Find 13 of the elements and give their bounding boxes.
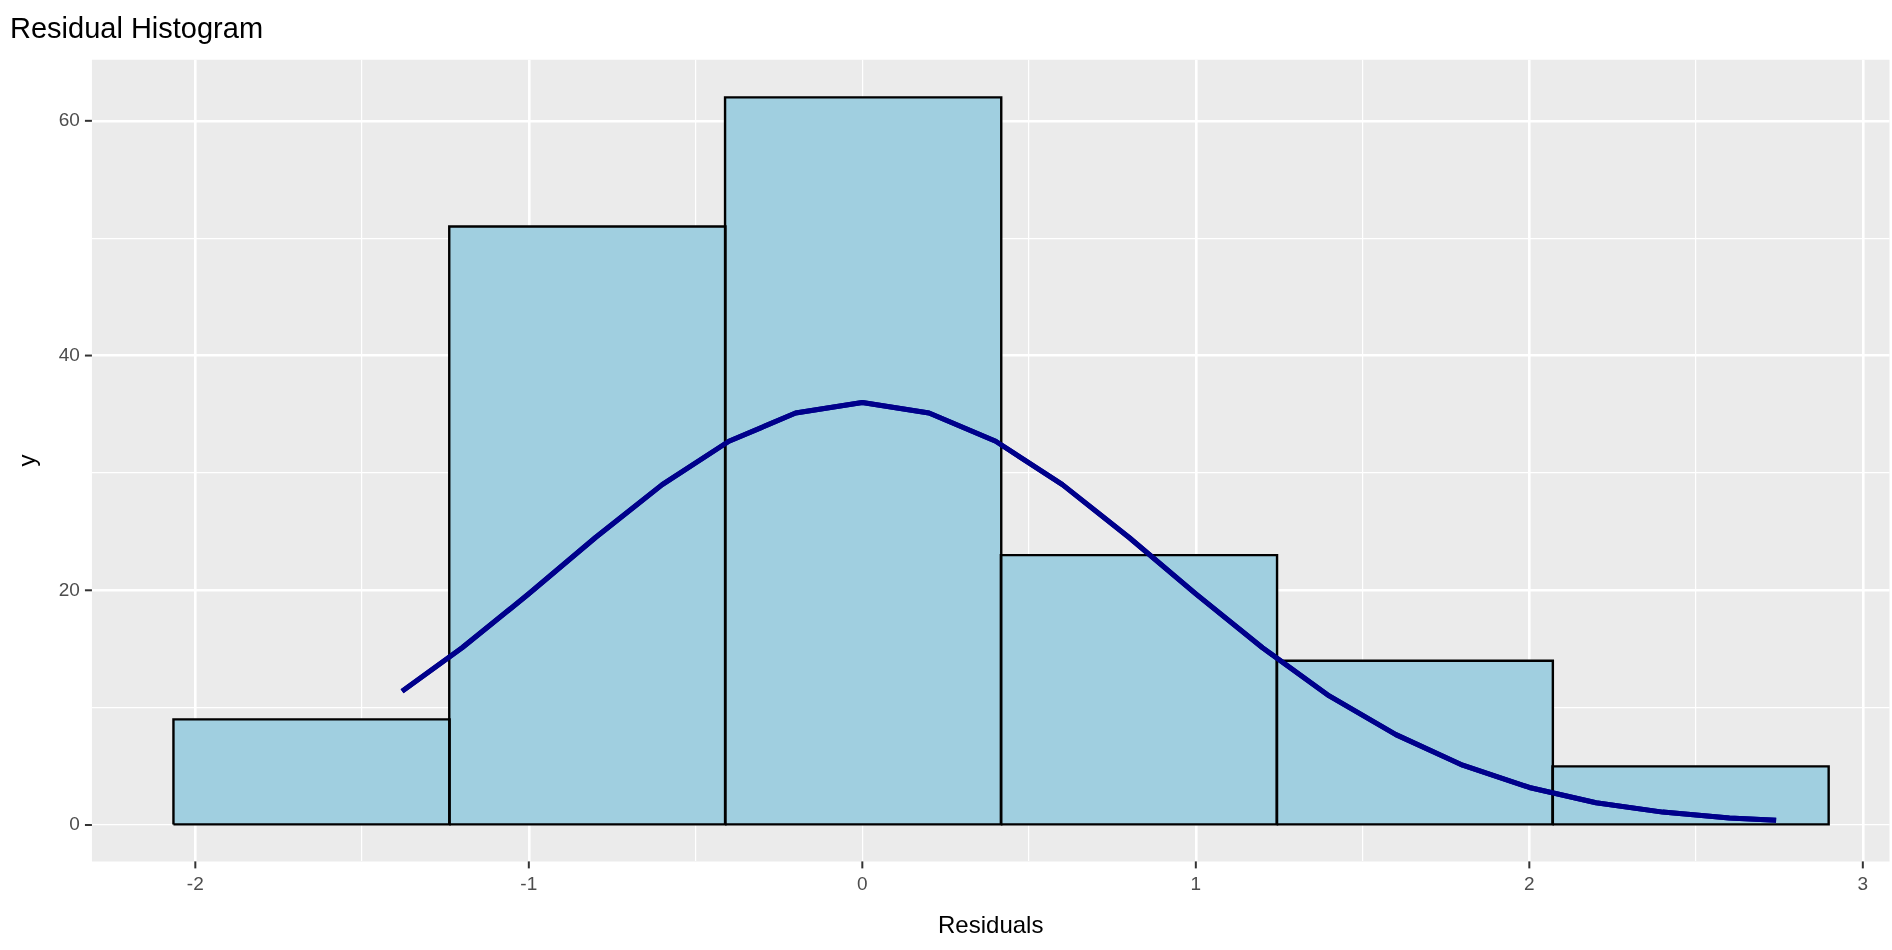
x-tick-label: 0 (857, 873, 868, 895)
x-tick-label: -2 (186, 873, 204, 895)
x-axis-title: Residuals (938, 911, 1044, 939)
chart-title: Residual Histogram (10, 12, 264, 45)
y-tick-label: 60 (58, 109, 80, 131)
x-tick-label: -1 (520, 873, 538, 895)
y-tick-label: 20 (58, 578, 80, 600)
x-tick-label: 2 (1524, 873, 1535, 895)
y-tick-label: 40 (58, 343, 80, 365)
y-tick-label: 0 (69, 813, 80, 835)
y-axis-title: y (13, 454, 41, 467)
x-tick-label: 1 (1190, 873, 1202, 895)
x-tick-label: 3 (1857, 873, 1869, 895)
